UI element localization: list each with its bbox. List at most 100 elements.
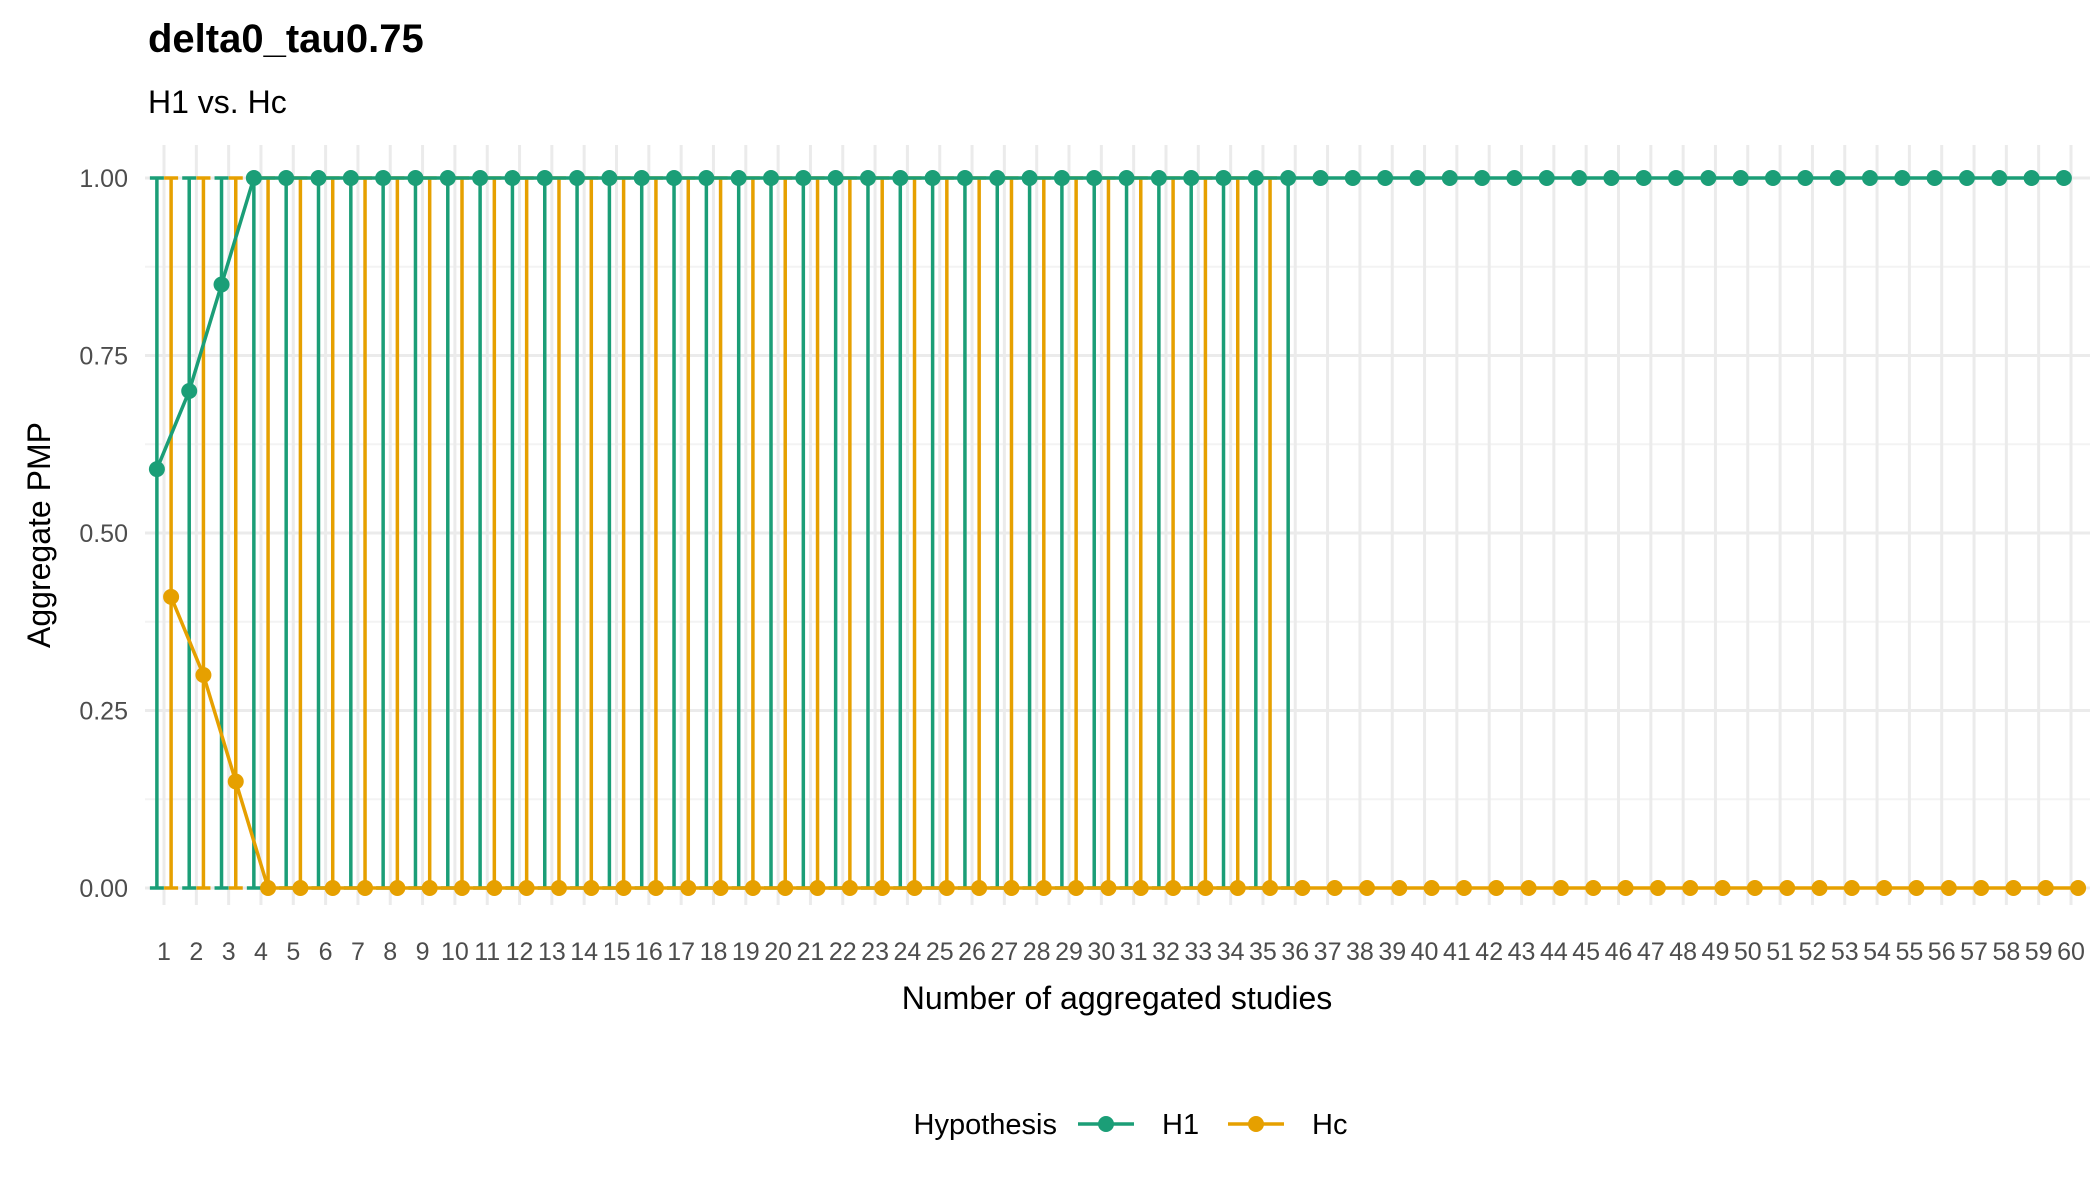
x-tick-label: 35 (1249, 938, 1277, 966)
data-point-h1 (407, 170, 424, 186)
y-tick-label: 1.00 (79, 165, 128, 193)
data-point-h1 (278, 170, 295, 186)
data-point-hc (1423, 880, 1440, 896)
data-point-h1 (989, 170, 1006, 186)
data-point-h1 (924, 170, 941, 186)
x-tick-label: 36 (1281, 938, 1309, 966)
data-point-h1 (504, 170, 521, 186)
data-point-hc (1520, 880, 1537, 896)
data-point-h1 (1215, 170, 1232, 186)
data-point-hc (647, 880, 664, 896)
x-tick-label: 58 (1992, 938, 2020, 966)
x-tick-label: 6 (319, 938, 333, 966)
data-point-h1 (698, 170, 715, 186)
data-point-h1 (2055, 170, 2072, 186)
chart-title: delta0_tau0.75 (148, 17, 424, 61)
data-point-hc (163, 588, 180, 605)
data-point-h1 (245, 170, 262, 186)
data-point-hc (744, 880, 761, 896)
data-point-h1 (633, 170, 650, 186)
data-point-h1 (666, 170, 683, 186)
x-tick-label: 39 (1378, 938, 1406, 966)
data-point-h1 (1280, 170, 1297, 186)
data-point-h1 (859, 170, 876, 186)
data-point-h1 (1797, 170, 1814, 186)
x-tick-label: 42 (1475, 938, 1503, 966)
x-tick-label: 51 (1766, 938, 1794, 966)
series-line-h1 (155, 176, 2064, 470)
data-point-hc (615, 880, 632, 896)
x-tick-label: 50 (1734, 938, 1762, 966)
data-point-h1 (1377, 170, 1394, 186)
x-tick-label: 20 (764, 938, 792, 966)
data-point-hc (2037, 880, 2054, 896)
legend-label-h1: H1 (1162, 1109, 1199, 1141)
data-point-hc (1132, 880, 1149, 896)
data-point-h1 (1183, 170, 1200, 186)
x-tick-label: 21 (797, 938, 825, 966)
x-tick-label: 9 (416, 938, 430, 966)
data-point-h1 (1635, 170, 1652, 186)
data-point-hc (1940, 880, 1957, 896)
data-point-h1 (536, 170, 553, 186)
data-point-h1 (375, 170, 392, 186)
data-point-hc (1391, 880, 1408, 896)
x-tick-label: 54 (1863, 938, 1891, 966)
data-point-h1 (1441, 170, 1458, 186)
data-point-hc (712, 880, 729, 896)
data-point-h1 (795, 170, 812, 186)
data-point-h1 (1991, 170, 2008, 186)
data-point-hc (1843, 880, 1860, 896)
x-tick-label: 57 (1960, 938, 1988, 966)
x-tick-label: 52 (1799, 938, 1827, 966)
x-tick-label: 33 (1184, 938, 1212, 966)
data-point-h1 (1053, 170, 1070, 186)
x-tick-label: 17 (667, 938, 695, 966)
data-point-hc (1003, 880, 1020, 896)
data-point-hc (357, 880, 374, 896)
data-point-hc (292, 880, 309, 896)
x-tick-label: 34 (1217, 938, 1245, 966)
x-tick-label: 5 (286, 938, 300, 966)
data-point-h1 (310, 170, 327, 186)
x-tick-label: 2 (189, 938, 203, 966)
x-axis-ticks: 1 2 3 4 5 6 7 8 9 10 11 12 13 14 15 16 17 18 19 20 21 22 23 24 2… (157, 938, 2085, 966)
y-tick-label: 0.75 (79, 343, 128, 371)
data-point-hc (1876, 880, 1893, 896)
x-tick-label: 3 (222, 938, 236, 966)
x-tick-label: 1 (157, 938, 171, 966)
data-point-hc (1359, 880, 1376, 896)
x-tick-label: 12 (506, 938, 534, 966)
x-tick-label: 46 (1605, 938, 1633, 966)
data-point-hc (1455, 880, 1472, 896)
data-point-h1 (1958, 170, 1975, 186)
legend-label-hc: Hc (1312, 1109, 1347, 1141)
x-tick-label: 47 (1637, 938, 1665, 966)
data-point-h1 (439, 170, 456, 186)
data-point-hc (1326, 880, 1343, 896)
data-point-h1 (148, 461, 165, 478)
data-point-h1 (763, 170, 780, 186)
data-point-hc (389, 880, 406, 896)
x-tick-label: 32 (1152, 938, 1180, 966)
x-tick-label: 7 (351, 938, 365, 966)
data-point-h1 (1247, 170, 1264, 186)
data-point-h1 (213, 276, 230, 293)
x-tick-label: 49 (1702, 938, 1730, 966)
x-tick-label: 27 (990, 938, 1018, 966)
data-point-h1 (1344, 170, 1361, 186)
data-point-hc (1552, 880, 1569, 896)
data-point-hc (1035, 880, 1052, 896)
x-tick-label: 24 (894, 938, 922, 966)
data-point-h1 (956, 170, 973, 186)
x-tick-label: 29 (1055, 938, 1083, 966)
data-point-h1 (1086, 170, 1103, 186)
data-point-h1 (1538, 170, 1555, 186)
x-tick-label: 60 (2057, 938, 2085, 966)
x-tick-label: 10 (441, 938, 469, 966)
data-point-hc (1068, 880, 1085, 896)
x-tick-label: 38 (1346, 938, 1374, 966)
data-point-hc (680, 880, 697, 896)
x-tick-label: 59 (2025, 938, 2053, 966)
x-tick-label: 16 (635, 938, 663, 966)
